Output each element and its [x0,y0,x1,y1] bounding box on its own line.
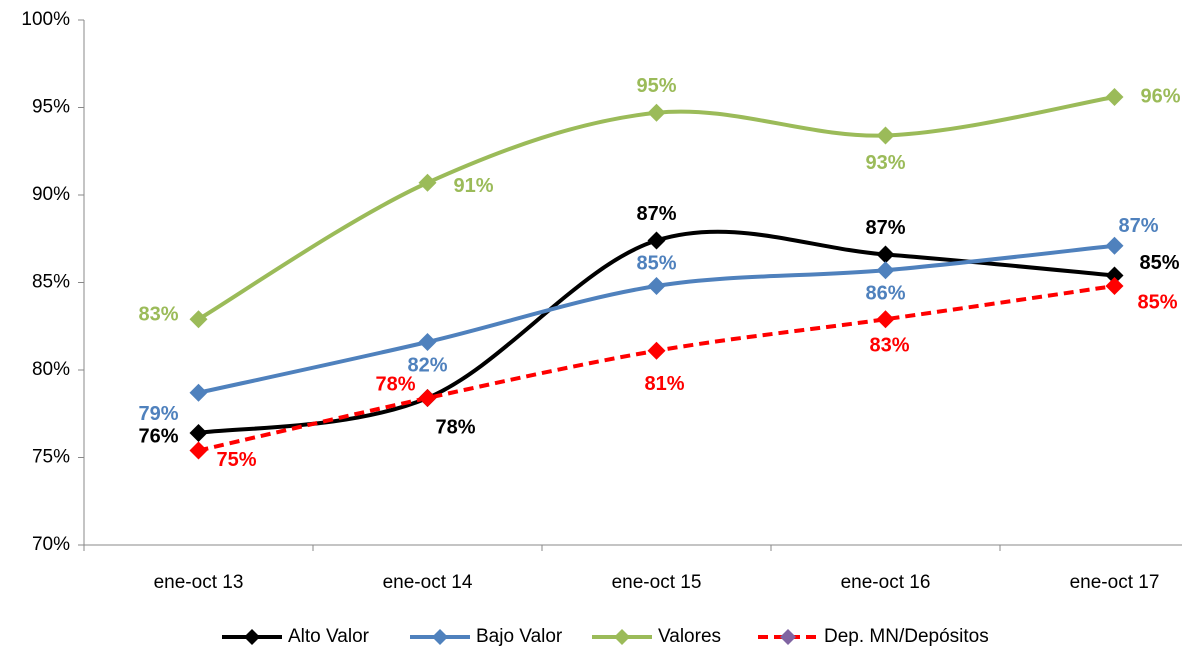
data-label: 81% [644,373,684,395]
marker [647,231,666,250]
data-label: 78% [435,416,475,438]
x-tick-label: ene-oct 16 [841,572,931,593]
data-label: 78% [375,373,415,395]
data-label: 75% [216,449,256,471]
y-tick-label: 75% [32,447,70,468]
marker [647,277,666,295]
data-label: 83% [138,304,178,326]
legend-marker [780,629,796,645]
data-label: 85% [1137,291,1177,313]
y-tick-label: 80% [32,359,70,380]
data-label: 93% [865,152,905,174]
legend-label: Valores [658,626,721,647]
data-label: 91% [453,175,493,197]
marker [1105,266,1124,285]
marker [876,245,895,264]
data-label: 87% [636,203,676,225]
marker [418,333,437,351]
data-label: 83% [869,335,909,357]
data-label: 85% [1139,252,1179,274]
legend-marker [244,629,260,645]
marker [647,341,666,360]
data-label: 85% [636,252,676,274]
y-tick-label: 85% [32,272,70,293]
marker [418,173,437,192]
data-label: 82% [407,354,447,376]
legend-label: Bajo Valor [476,626,563,647]
y-tick-label: 70% [32,534,70,555]
data-label: 76% [138,425,178,447]
y-tick-label: 95% [32,97,70,118]
x-tick-label: ene-oct 13 [154,572,244,593]
marker [189,424,208,442]
data-label: 86% [865,283,905,305]
legend-marker [432,629,448,645]
x-tick-label: ene-oct 17 [1070,572,1160,593]
data-label: 95% [636,75,676,97]
marker [876,310,895,329]
marker [876,126,895,145]
marker [189,441,208,460]
marker [189,383,208,402]
legend-marker [614,629,630,645]
marker [1105,277,1124,295]
marker [1105,236,1124,255]
marker [876,261,895,280]
series-line [198,284,1115,453]
data-label: 96% [1140,85,1180,107]
y-tick-label: 90% [32,184,70,205]
legend-label: Alto Valor [288,626,370,647]
x-tick-label: ene-oct 15 [612,572,702,593]
legend-label: Dep. MN/Depósitos [824,626,989,647]
data-label: 87% [865,217,905,239]
data-label: 87% [1118,215,1158,237]
x-tick-label: ene-oct 14 [383,572,473,593]
marker [647,103,666,122]
marker [189,310,208,329]
marker [1105,88,1124,106]
data-label: 79% [138,403,178,425]
y-tick-label: 100% [21,9,70,30]
marker [418,389,437,407]
